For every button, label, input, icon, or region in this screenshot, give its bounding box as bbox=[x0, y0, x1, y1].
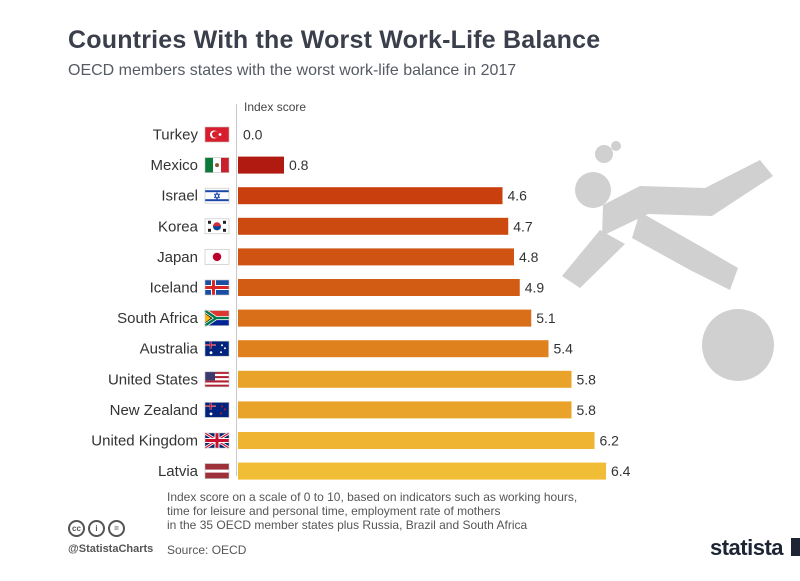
value-header: Index score bbox=[244, 100, 307, 114]
statista-logo[interactable]: statista bbox=[710, 535, 784, 560]
australia-flag bbox=[204, 340, 230, 357]
value-label: 4.8 bbox=[519, 249, 539, 265]
category-label: New Zealand bbox=[110, 402, 198, 419]
bar[interactable] bbox=[238, 187, 503, 205]
korea-flag bbox=[204, 218, 230, 235]
bar[interactable] bbox=[238, 309, 532, 327]
value-label: 0.8 bbox=[289, 157, 309, 173]
value-label: 4.9 bbox=[525, 280, 545, 296]
bar[interactable] bbox=[238, 462, 606, 480]
value-label: 6.4 bbox=[611, 463, 631, 479]
value-label: 4.7 bbox=[513, 218, 533, 234]
statista-logo-mark bbox=[791, 538, 800, 556]
value-label: 4.6 bbox=[508, 188, 528, 204]
category-label: United Kingdom bbox=[91, 433, 198, 450]
cc-icon[interactable]: cc bbox=[68, 520, 85, 537]
source-note[interactable]: Source: OECD bbox=[167, 543, 247, 557]
united-kingdom-flag bbox=[204, 431, 230, 450]
category-label: Turkey bbox=[153, 127, 199, 144]
bar[interactable] bbox=[238, 248, 514, 266]
turkey-flag bbox=[204, 126, 230, 143]
category-label: Latvia bbox=[158, 463, 199, 480]
value-label: 6.2 bbox=[600, 433, 620, 449]
south-africa-flag bbox=[203, 308, 230, 328]
bar[interactable] bbox=[238, 432, 595, 449]
by-icon[interactable]: i bbox=[88, 520, 105, 537]
iceland-flag bbox=[204, 279, 230, 296]
footnote-line: in the 35 OECD member states plus Russia… bbox=[167, 518, 528, 532]
person-falling-illustration bbox=[562, 141, 774, 381]
new-zealand-flag bbox=[204, 402, 230, 418]
category-label: Australia bbox=[140, 341, 199, 358]
value-label: 0.0 bbox=[243, 127, 263, 143]
category-label: Mexico bbox=[150, 157, 198, 174]
bar[interactable] bbox=[238, 156, 284, 174]
value-label: 5.4 bbox=[554, 341, 574, 357]
category-label: Japan bbox=[157, 249, 198, 266]
chart-title: Countries With the Worst Work-Life Balan… bbox=[68, 26, 601, 54]
mexico-flag bbox=[204, 157, 230, 173]
japan-flag bbox=[204, 249, 230, 265]
bar[interactable] bbox=[238, 340, 549, 358]
category-label: Korea bbox=[158, 218, 199, 235]
chart-subtitle: OECD members states with the worst work-… bbox=[68, 62, 517, 79]
value-label: 5.8 bbox=[577, 371, 597, 387]
category-label: Israel bbox=[161, 188, 198, 205]
footnote-line: time for leisure and personal time, empl… bbox=[167, 504, 501, 518]
united-states-flag bbox=[204, 371, 230, 388]
license-icons: cc i = bbox=[68, 520, 125, 537]
axis-line bbox=[236, 104, 237, 476]
bar[interactable] bbox=[238, 279, 520, 296]
category-label: South Africa bbox=[117, 310, 199, 327]
latvia-flag bbox=[204, 463, 230, 479]
value-label: 5.8 bbox=[577, 402, 597, 418]
israel-flag bbox=[204, 187, 230, 204]
footnote: Index score on a scale of 0 to 10, based… bbox=[167, 490, 637, 532]
footnote-line: Index score on a scale of 0 to 10, based… bbox=[167, 490, 578, 504]
bar[interactable] bbox=[238, 370, 572, 388]
nd-icon[interactable]: = bbox=[108, 520, 125, 537]
social-handle[interactable]: @StatistaCharts bbox=[68, 543, 154, 555]
value-label: 5.1 bbox=[536, 310, 556, 326]
category-label: Iceland bbox=[150, 280, 198, 297]
bar[interactable] bbox=[238, 217, 509, 235]
bar[interactable] bbox=[238, 401, 572, 419]
category-label: United States bbox=[108, 371, 198, 388]
